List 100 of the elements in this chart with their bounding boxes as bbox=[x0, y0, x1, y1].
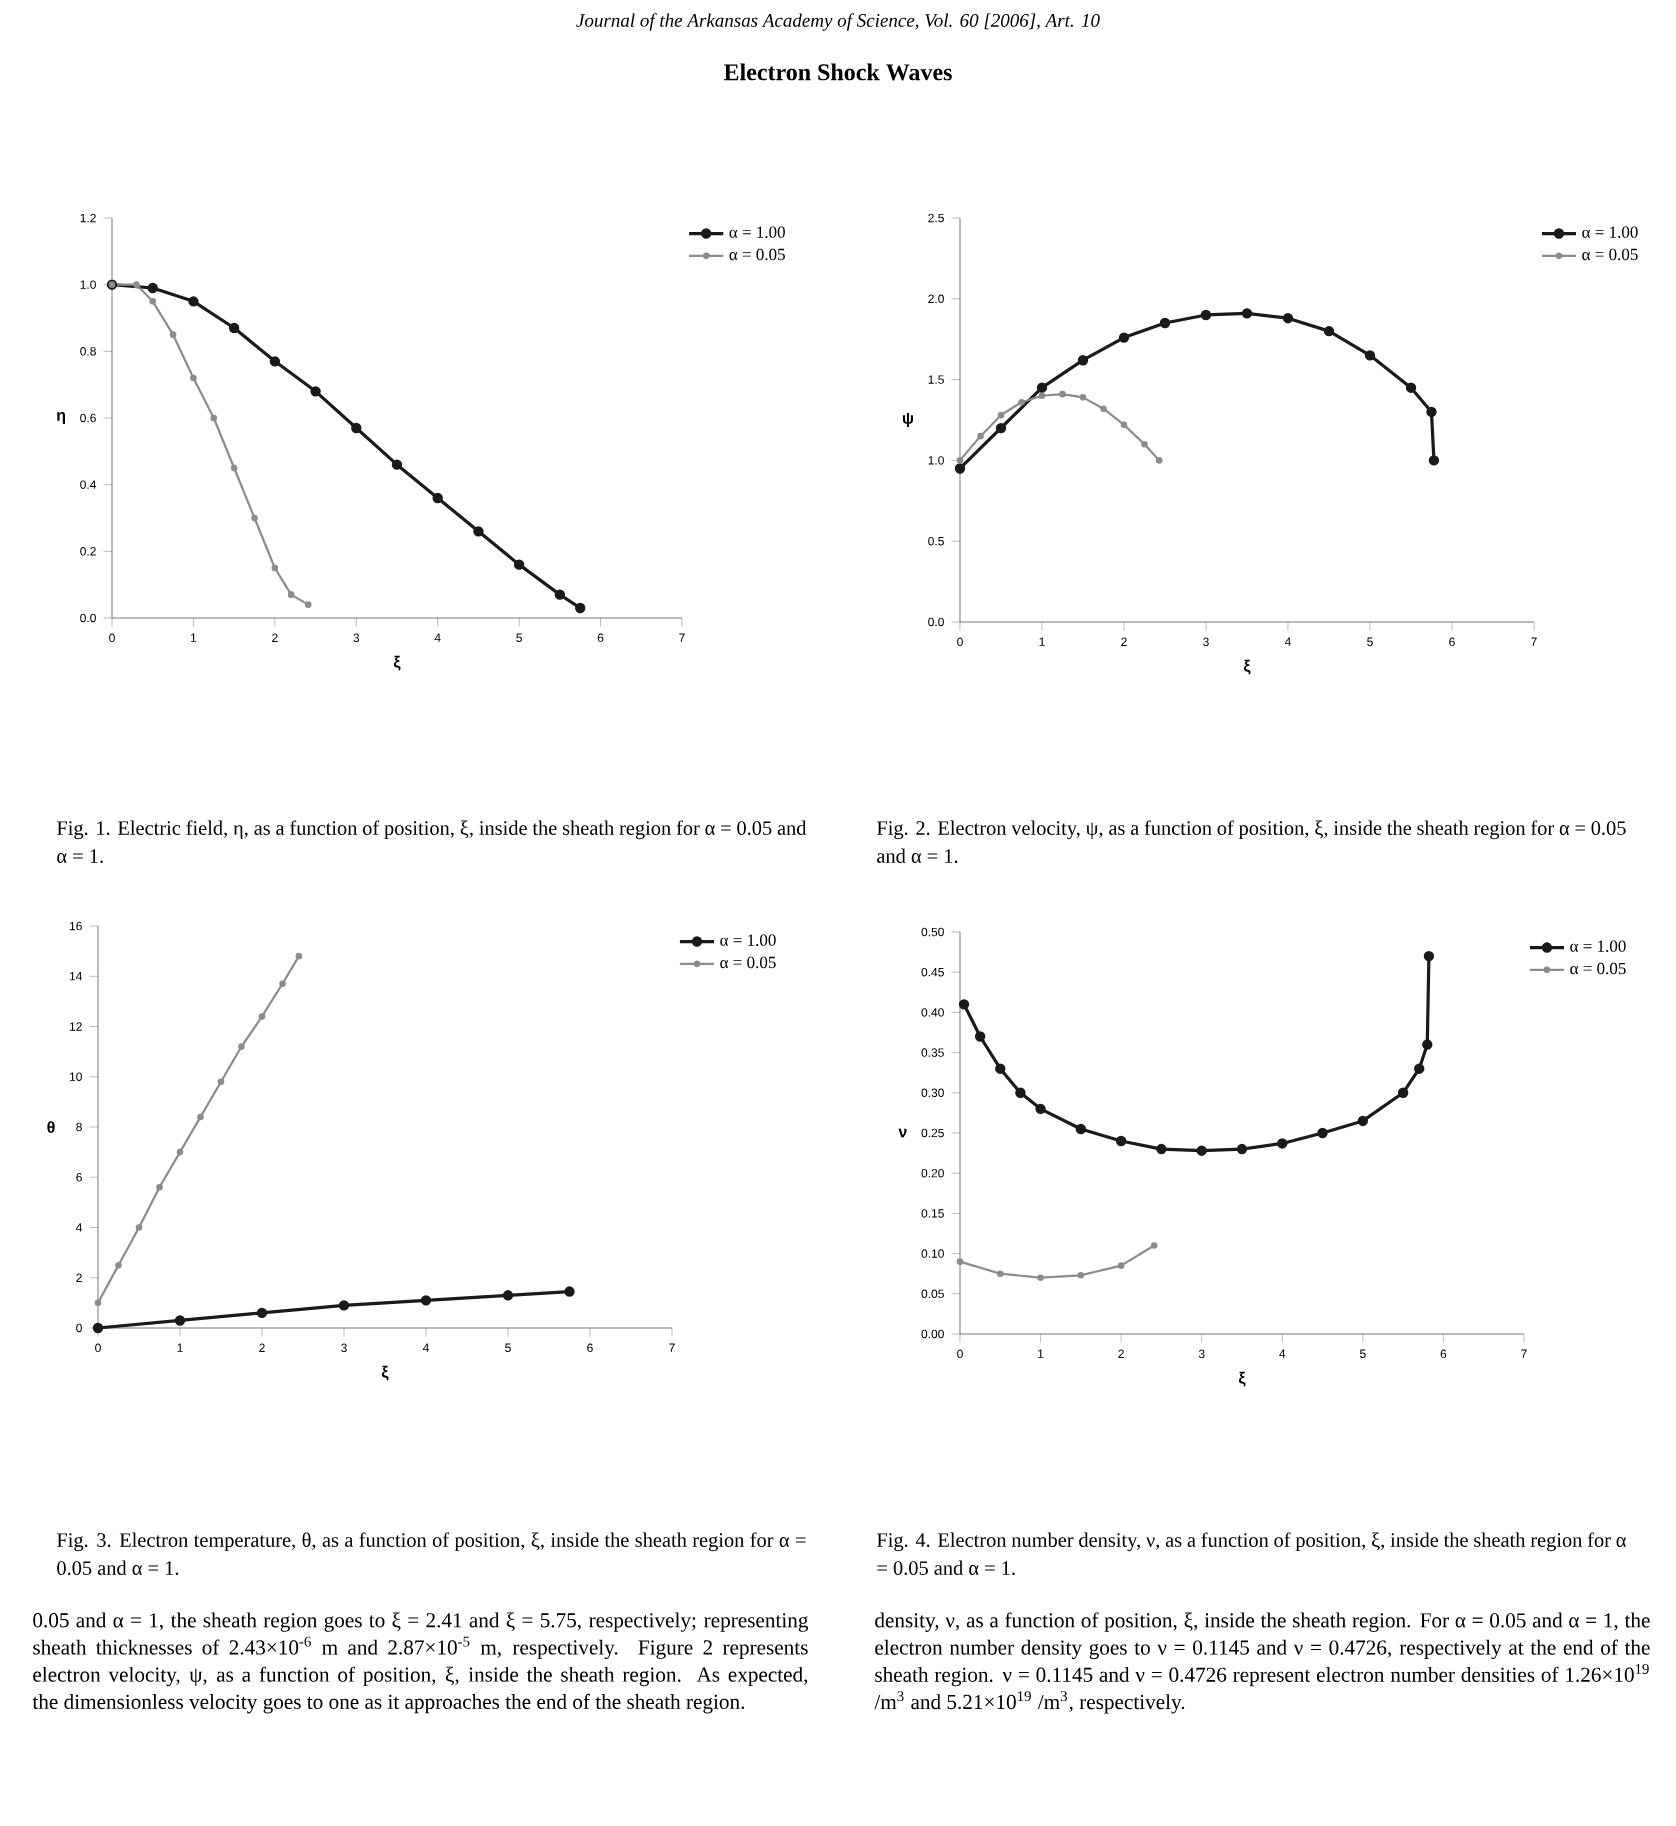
point bbox=[258, 1013, 266, 1020]
point bbox=[1426, 406, 1437, 418]
point bbox=[1038, 392, 1046, 400]
point bbox=[188, 296, 199, 307]
point bbox=[228, 322, 240, 334]
point bbox=[174, 1315, 186, 1326]
point bbox=[954, 463, 966, 474]
point bbox=[1141, 440, 1148, 448]
point bbox=[1037, 1274, 1044, 1282]
point bbox=[1422, 1039, 1433, 1050]
legend-label: α = 1.00 bbox=[1570, 940, 1626, 952]
x-axis-title: ξ bbox=[1238, 1371, 1246, 1387]
point bbox=[295, 952, 303, 960]
legend-label: α = 0.05 bbox=[729, 248, 785, 261]
point bbox=[1075, 1123, 1087, 1135]
point bbox=[149, 298, 157, 305]
point bbox=[287, 591, 295, 598]
point bbox=[269, 356, 281, 367]
legend-label: α = 1.00 bbox=[1582, 226, 1638, 238]
legend-label: α = 0.05 bbox=[720, 956, 776, 969]
point bbox=[1159, 317, 1171, 329]
text: Electron Shock Waves bbox=[723, 63, 952, 81]
point bbox=[1015, 1087, 1026, 1098]
point bbox=[310, 386, 321, 397]
point bbox=[997, 411, 1005, 419]
point bbox=[135, 1224, 143, 1231]
text: 0.05 and α = 1, the sheath region goes to ξ = 2.41 and ξ = 5.75, respectively; representing sheath thicknesses of 2.43×10$^{-6}$ m and 2.87×10$^{-5}$ m, respectively. Figure 2 represents electron velocity, ψ, as a function of position, ξ, inside the sheath region. As expected, the dimensionless velocity goes to one as it approaches the end of the sheath region. bbox=[32, 1612, 809, 1714]
point bbox=[279, 980, 286, 988]
y-axis-title: η bbox=[57, 412, 65, 424]
caption: Fig. 1. Electric field, η, as a function of position, ξ, inside the sheath region for α = 0.05 and α = 1. bbox=[57, 820, 807, 864]
point bbox=[1200, 309, 1212, 321]
point bbox=[94, 1299, 102, 1307]
point bbox=[1241, 308, 1253, 319]
point bbox=[1414, 1063, 1425, 1074]
point bbox=[1120, 421, 1128, 429]
point bbox=[256, 1307, 268, 1319]
point bbox=[391, 459, 403, 470]
point bbox=[1156, 1143, 1167, 1155]
y-axis-title: ψ bbox=[902, 413, 913, 427]
point bbox=[473, 526, 484, 537]
point bbox=[575, 602, 586, 614]
point bbox=[1100, 405, 1107, 412]
point bbox=[238, 1043, 245, 1050]
point bbox=[1282, 312, 1294, 324]
caption: Fig. 4. Electron number density, ν, as a function of position, ξ, inside the sheath region for α = 0.05 and α = 1. bbox=[876, 1532, 1626, 1576]
point bbox=[197, 1113, 204, 1121]
legend-label: α = 0.05 bbox=[1582, 248, 1638, 261]
x-axis-title: ξ bbox=[393, 655, 401, 671]
point bbox=[1035, 1103, 1046, 1115]
point bbox=[502, 1290, 514, 1301]
point bbox=[1397, 1087, 1409, 1098]
point bbox=[251, 514, 258, 522]
point bbox=[147, 282, 158, 294]
point bbox=[513, 559, 525, 570]
point bbox=[1317, 1127, 1328, 1139]
y-axis-title: ν bbox=[898, 1128, 907, 1138]
point bbox=[977, 432, 984, 440]
legend-label: α = 1.00 bbox=[729, 226, 785, 238]
x-axis-title: ξ bbox=[1243, 659, 1251, 675]
point bbox=[958, 999, 970, 1010]
caption: Fig. 3. Electron temperature, θ, as a function of position, ξ, inside the sheath region for α = 0.05 and α = 1. bbox=[57, 1532, 806, 1576]
point bbox=[217, 1078, 225, 1086]
point bbox=[1077, 1272, 1085, 1279]
point bbox=[338, 1300, 350, 1311]
point bbox=[1236, 1143, 1248, 1155]
point bbox=[995, 422, 1007, 434]
point bbox=[1059, 390, 1066, 398]
point bbox=[1036, 382, 1048, 393]
point bbox=[351, 422, 362, 434]
point bbox=[1428, 455, 1440, 466]
point bbox=[956, 1258, 964, 1265]
point bbox=[420, 1295, 432, 1306]
point bbox=[1117, 1262, 1125, 1269]
point bbox=[564, 1286, 575, 1297]
point bbox=[1277, 1138, 1288, 1149]
x-axis-title: ξ bbox=[381, 1365, 389, 1381]
point bbox=[554, 589, 566, 600]
legend-label: α = 1.00 bbox=[720, 934, 776, 946]
point bbox=[1323, 325, 1335, 337]
text: density, ν, as a function of position, ξ, inside the sheath region. For α = 0.05 and α = 1, the electron number density goes to ν = 0.1145 and ν = 0.4726, respectively at the end of the sheath region. ν = 0.1145 and ν = 0.4726 represent electron number densities of 1.26×10$^{19}$ /m$^{3}$ and 5.21×10$^{19}$ /m$^{3}$, respectively. bbox=[874, 1612, 1650, 1714]
point bbox=[995, 1063, 1006, 1074]
point bbox=[1196, 1145, 1207, 1156]
point bbox=[1018, 398, 1025, 406]
point bbox=[133, 281, 140, 288]
caption: Fig. 2. Electron velocity, ψ, as a function of position, ξ, inside the sheath region for α = 0.05 and α = 1. bbox=[876, 820, 1626, 864]
point bbox=[1115, 1135, 1127, 1147]
point bbox=[115, 1261, 122, 1269]
text: Journal of the Arkansas Academy of Science, Vol. 60 [2006], Art. 10 bbox=[576, 13, 1100, 31]
point bbox=[1423, 950, 1435, 962]
point bbox=[210, 414, 218, 422]
point bbox=[974, 1031, 986, 1042]
point bbox=[432, 492, 443, 504]
point bbox=[956, 457, 964, 464]
point bbox=[1155, 457, 1163, 464]
point bbox=[156, 1183, 163, 1191]
legend-label: α = 0.05 bbox=[1570, 962, 1626, 975]
point bbox=[169, 331, 177, 338]
point bbox=[1118, 332, 1130, 343]
point bbox=[304, 601, 312, 608]
point bbox=[1405, 382, 1417, 393]
